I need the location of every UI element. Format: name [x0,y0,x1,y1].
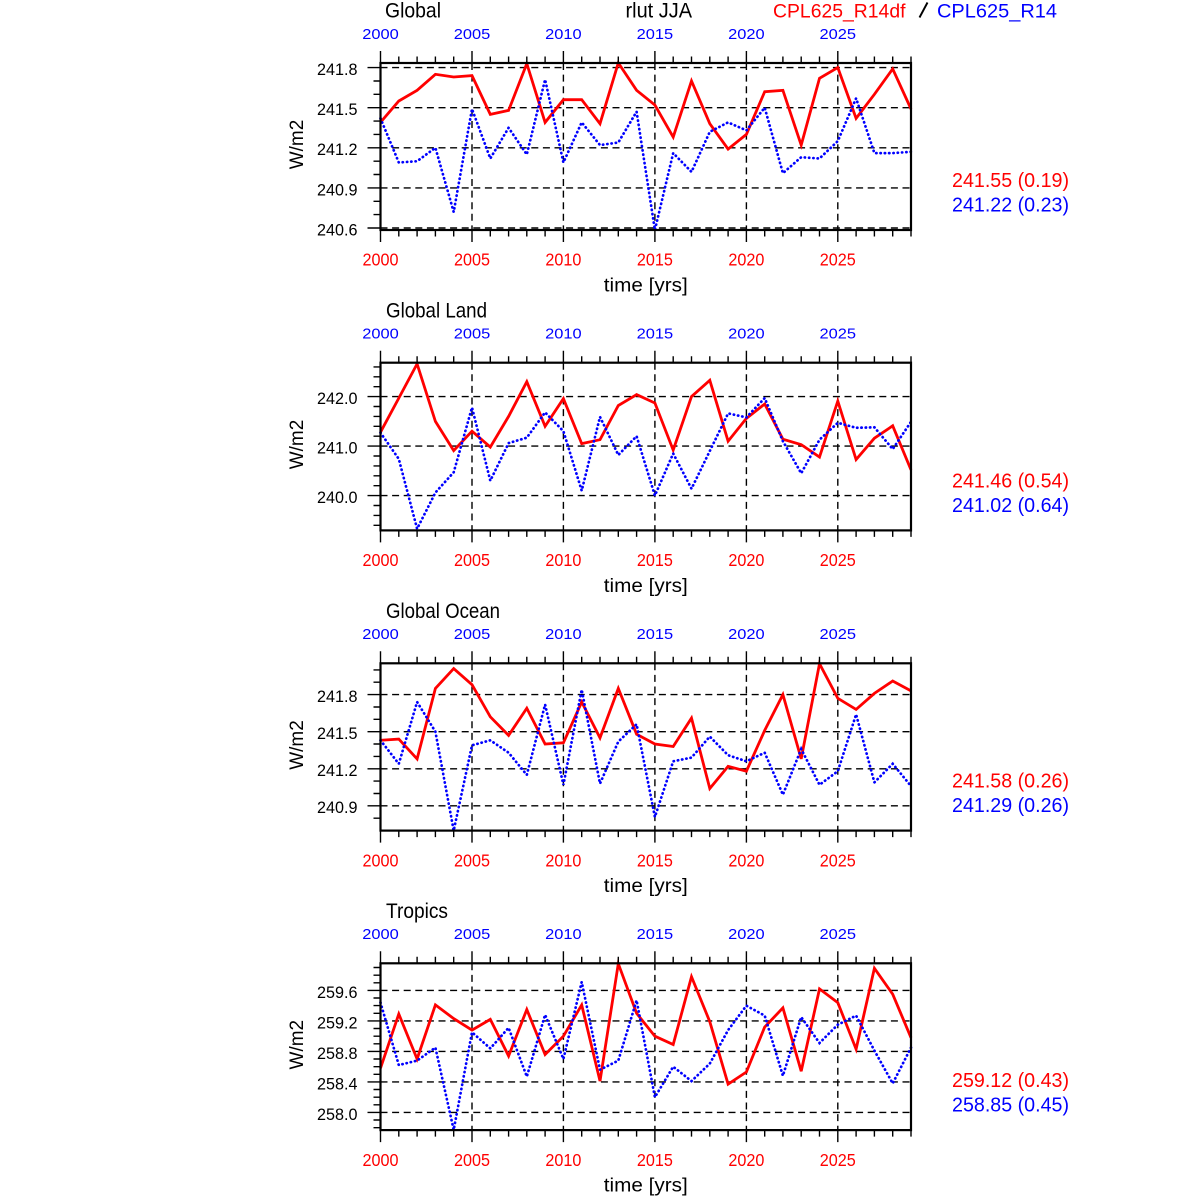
svg-text:W/m2: W/m2 [287,720,308,770]
svg-text:2005: 2005 [454,326,491,343]
svg-text:2010: 2010 [545,550,581,570]
svg-text:rlut JJA: rlut JJA [626,0,693,23]
svg-text:241.02 (0.64): 241.02 (0.64) [952,495,1069,517]
svg-text:W/m2: W/m2 [287,120,308,170]
svg-text:time [yrs]: time [yrs] [604,275,688,297]
svg-text:241.2: 241.2 [317,761,358,780]
svg-text:259.12 (0.43): 259.12 (0.43) [952,1070,1069,1092]
svg-text:2020: 2020 [728,550,764,570]
svg-text:2025: 2025 [820,1150,856,1170]
svg-text:2005: 2005 [454,926,491,943]
svg-text:2020: 2020 [728,326,765,343]
svg-text:241.22 (0.23): 241.22 (0.23) [952,195,1069,217]
svg-text:241.8: 241.8 [317,60,358,79]
svg-text:2015: 2015 [637,1150,673,1170]
svg-text:2005: 2005 [454,1150,490,1170]
svg-text:2025: 2025 [820,26,857,43]
svg-text:2020: 2020 [728,1150,764,1170]
svg-text:Global: Global [385,0,441,23]
svg-text:2025: 2025 [820,850,856,870]
svg-text:2025: 2025 [820,626,857,643]
svg-text:2010: 2010 [545,1150,581,1170]
svg-text:W/m2: W/m2 [287,1020,308,1070]
svg-text:2005: 2005 [454,626,491,643]
svg-text:2015: 2015 [637,26,674,43]
svg-text:2000: 2000 [363,850,399,870]
svg-text:2025: 2025 [820,550,856,570]
svg-text:2000: 2000 [362,926,399,943]
svg-text:Global Land: Global Land [386,299,487,322]
svg-text:2000: 2000 [363,1150,399,1170]
svg-text:242.0: 242.0 [317,389,358,408]
svg-text:2025: 2025 [820,250,856,270]
svg-text:Tropics: Tropics [386,900,448,923]
svg-text:2000: 2000 [362,326,399,343]
svg-text:CPL625_R14: CPL625_R14 [937,1,1057,22]
svg-text:241.5: 241.5 [317,100,358,119]
svg-text:2020: 2020 [728,626,765,643]
svg-text:2020: 2020 [728,850,764,870]
svg-text:2005: 2005 [454,26,491,43]
svg-text:time [yrs]: time [yrs] [604,575,688,597]
svg-text:W/m2: W/m2 [287,420,308,470]
svg-text:258.85 (0.45): 258.85 (0.45) [952,1095,1069,1117]
svg-text:2025: 2025 [820,926,857,943]
svg-text:Global Ocean: Global Ocean [386,600,500,623]
svg-text:2005: 2005 [454,250,490,270]
svg-text:241.29 (0.26): 241.29 (0.26) [952,795,1069,817]
svg-text:2020: 2020 [728,26,765,43]
svg-text:2000: 2000 [362,26,399,43]
svg-text:2015: 2015 [637,626,674,643]
svg-text:2010: 2010 [545,850,581,870]
svg-text:241.55 (0.19): 241.55 (0.19) [952,170,1069,192]
svg-text:241.2: 241.2 [317,140,358,159]
svg-text:240.6: 240.6 [317,220,358,239]
svg-text:258.8: 258.8 [317,1044,358,1063]
svg-text:2010: 2010 [545,26,582,43]
svg-text:241.0: 241.0 [317,439,358,458]
svg-text:2020: 2020 [728,926,765,943]
svg-text:2010: 2010 [545,626,582,643]
svg-text:2005: 2005 [454,850,490,870]
svg-text:258.0: 258.0 [317,1105,358,1124]
svg-text:2010: 2010 [545,326,582,343]
svg-text:2000: 2000 [362,626,399,643]
svg-text:241.46 (0.54): 241.46 (0.54) [952,470,1069,492]
svg-text:241.58 (0.26): 241.58 (0.26) [952,771,1069,793]
svg-text:CPL625_R14df: CPL625_R14df [773,1,906,22]
svg-text:2000: 2000 [363,250,399,270]
svg-text:259.2: 259.2 [317,1013,358,1032]
svg-text:2015: 2015 [637,326,674,343]
svg-text:2005: 2005 [454,550,490,570]
svg-text:2015: 2015 [637,926,674,943]
svg-text:241.5: 241.5 [317,724,358,743]
svg-text:240.9: 240.9 [317,798,358,817]
svg-text:241.8: 241.8 [317,687,358,706]
svg-text:2000: 2000 [363,550,399,570]
svg-text:259.6: 259.6 [317,983,358,1002]
svg-text:240.0: 240.0 [317,488,358,507]
svg-text:2010: 2010 [545,250,581,270]
svg-text:2020: 2020 [728,250,764,270]
svg-text:time [yrs]: time [yrs] [604,1175,688,1197]
svg-text:2015: 2015 [637,850,673,870]
svg-text:240.9: 240.9 [317,180,358,199]
svg-text:2015: 2015 [637,550,673,570]
svg-text:258.4: 258.4 [317,1074,358,1093]
svg-text:2025: 2025 [820,326,857,343]
svg-text:time [yrs]: time [yrs] [604,875,688,897]
svg-text:2010: 2010 [545,926,582,943]
svg-text:2015: 2015 [637,250,673,270]
